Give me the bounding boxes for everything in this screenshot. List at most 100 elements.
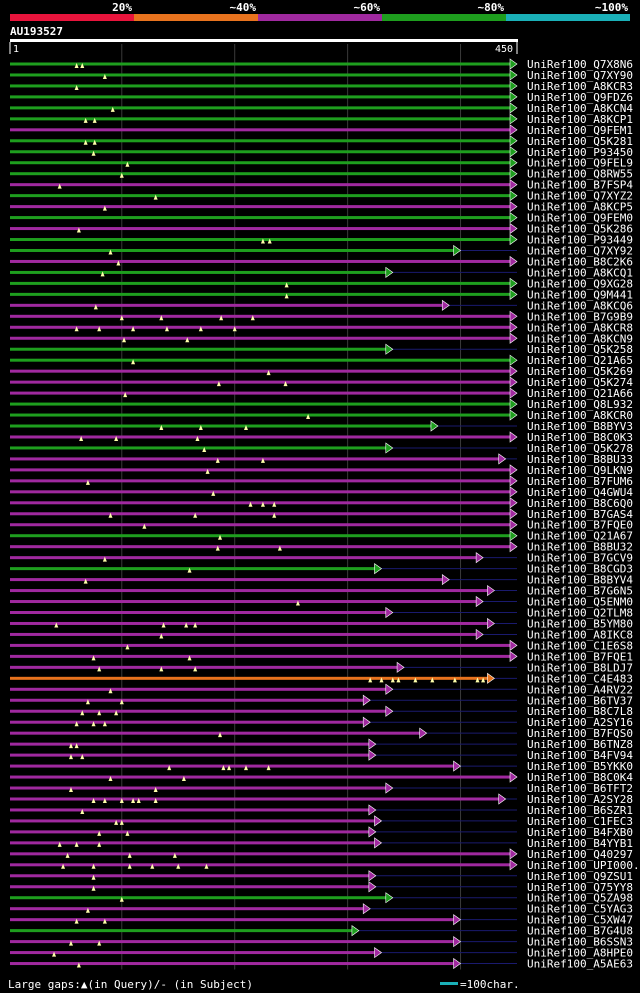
hit-bar[interactable] bbox=[10, 248, 455, 252]
hit-label[interactable]: UniRef100_C1FEC3 bbox=[527, 815, 633, 828]
hit-bar[interactable] bbox=[10, 292, 511, 296]
hit-bar[interactable] bbox=[10, 238, 511, 242]
hit-label[interactable]: UniRef100_A8KCN9 bbox=[527, 332, 633, 345]
hit-bar[interactable] bbox=[10, 665, 399, 669]
hit-bar[interactable] bbox=[10, 556, 478, 560]
hit-bar[interactable] bbox=[10, 259, 511, 263]
hit-bar[interactable] bbox=[10, 281, 511, 285]
hit-label[interactable]: UniRef100_B8CGD3 bbox=[527, 563, 633, 576]
hit-bar[interactable] bbox=[10, 885, 370, 889]
hit-row[interactable]: UniRef100_A2SY16 bbox=[10, 716, 633, 729]
hit-row[interactable]: UniRef100_B7FSP4 bbox=[10, 179, 633, 192]
hit-row[interactable]: UniRef100_A8KCQ6 bbox=[10, 299, 633, 312]
hit-label[interactable]: UniRef100_Q8RW55 bbox=[527, 168, 633, 181]
hit-row[interactable]: UniRef100_Q5K269 bbox=[10, 365, 633, 378]
hit-bar[interactable] bbox=[10, 62, 511, 66]
hit-bar[interactable] bbox=[10, 896, 387, 900]
hit-label[interactable]: UniRef100_B7FQE1 bbox=[527, 650, 633, 663]
hit-row[interactable]: UniRef100_B8BU32 bbox=[10, 541, 633, 554]
hit-label[interactable]: UniRef100_B5YM80 bbox=[527, 617, 633, 630]
hit-label[interactable]: UniRef100_A8KCQ6 bbox=[527, 299, 633, 312]
hit-label[interactable]: UniRef100_Q9FDZ6 bbox=[527, 91, 633, 104]
hit-label[interactable]: UniRef100_B8C6Q0 bbox=[527, 497, 633, 510]
hit-row[interactable]: UniRef100_Q5ZA98 bbox=[10, 892, 633, 905]
hit-label[interactable]: UniRef100_B7G6N5 bbox=[527, 585, 633, 598]
hit-row[interactable]: UniRef100_Q21A67 bbox=[10, 530, 633, 543]
hit-label[interactable]: UniRef100_Q40297 bbox=[527, 848, 633, 861]
hit-bar[interactable] bbox=[10, 413, 511, 417]
hit-row[interactable]: UniRef100_A5AE63 bbox=[10, 958, 633, 971]
hit-row[interactable]: UniRef100_Q9LKN9 bbox=[10, 464, 633, 477]
hit-label[interactable]: UniRef100_A8KCP1 bbox=[527, 113, 633, 126]
hit-row[interactable]: UniRef100_UPI000... bbox=[10, 859, 640, 872]
hit-row[interactable]: UniRef100_Q8L932 bbox=[10, 398, 633, 411]
hit-label[interactable]: UniRef100_Q9XG28 bbox=[527, 277, 633, 290]
hit-bar[interactable] bbox=[10, 709, 387, 713]
hit-label[interactable]: UniRef100_Q75YY8 bbox=[527, 881, 633, 894]
hit-label[interactable]: UniRef100_P93450 bbox=[527, 146, 633, 159]
hit-bar[interactable] bbox=[10, 501, 511, 505]
hit-label[interactable]: UniRef100_Q5K274 bbox=[527, 376, 633, 389]
hit-row[interactable]: UniRef100_Q9FEL9 bbox=[10, 157, 633, 170]
hit-row[interactable]: UniRef100_B4YYB1 bbox=[10, 837, 633, 850]
hit-bar[interactable] bbox=[10, 632, 478, 636]
hit-row[interactable]: UniRef100_Q5ENM0 bbox=[10, 596, 633, 609]
hit-label[interactable]: UniRef100_C1E6S8 bbox=[527, 639, 633, 652]
hit-label[interactable]: UniRef100_A8KCR3 bbox=[527, 80, 633, 93]
hit-bar[interactable] bbox=[10, 567, 376, 571]
hit-label[interactable]: UniRef100_B8BYV4 bbox=[527, 574, 633, 587]
hit-bar[interactable] bbox=[10, 424, 432, 428]
hit-bar[interactable] bbox=[10, 819, 376, 823]
hit-label[interactable]: UniRef100_B6TNZ8 bbox=[527, 738, 633, 751]
hit-row[interactable]: UniRef100_B4FV94 bbox=[10, 749, 633, 762]
hit-label[interactable]: UniRef100_Q5ZA98 bbox=[527, 892, 633, 905]
hit-label[interactable]: UniRef100_A8KCQ1 bbox=[527, 266, 633, 279]
hit-bar[interactable] bbox=[10, 742, 370, 746]
hit-bar[interactable] bbox=[10, 435, 511, 439]
hit-label[interactable]: UniRef100_Q9M441 bbox=[527, 288, 633, 301]
hit-row[interactable]: UniRef100_A8KCP1 bbox=[10, 113, 633, 126]
hit-bar[interactable] bbox=[10, 600, 478, 604]
hit-label[interactable]: UniRef100_Q5K269 bbox=[527, 365, 633, 378]
hit-label[interactable]: UniRef100_A8KCR8 bbox=[527, 321, 633, 334]
hit-label[interactable]: UniRef100_B4FXB0 bbox=[527, 826, 633, 839]
hit-bar[interactable] bbox=[10, 336, 511, 340]
hit-bar[interactable] bbox=[10, 940, 455, 944]
hit-bar[interactable] bbox=[10, 468, 511, 472]
hit-row[interactable]: UniRef100_Q4GWU4 bbox=[10, 486, 633, 499]
hit-bar[interactable] bbox=[10, 73, 511, 77]
hit-label[interactable]: UniRef100_Q21A67 bbox=[527, 530, 633, 543]
hit-row[interactable]: UniRef100_A8KCR8 bbox=[10, 321, 633, 334]
hit-row[interactable]: UniRef100_Q5K274 bbox=[10, 376, 633, 389]
hit-bar[interactable] bbox=[10, 325, 511, 329]
hit-row[interactable]: UniRef100_Q2TLM8 bbox=[10, 607, 633, 620]
hit-bar[interactable] bbox=[10, 731, 421, 735]
hit-label[interactable]: UniRef100_Q5K258 bbox=[527, 343, 633, 356]
hit-bar[interactable] bbox=[10, 720, 365, 724]
hit-bar[interactable] bbox=[10, 117, 511, 121]
hit-bar[interactable] bbox=[10, 446, 387, 450]
hit-bar[interactable] bbox=[10, 391, 511, 395]
hit-label[interactable]: UniRef100_Q9ZSU1 bbox=[527, 870, 633, 883]
hit-label[interactable]: UniRef100_A5AE63 bbox=[527, 958, 633, 971]
hit-bar[interactable] bbox=[10, 852, 511, 856]
hit-row[interactable]: UniRef100_B8BU33 bbox=[10, 453, 633, 466]
hit-label[interactable]: UniRef100_A4RV22 bbox=[527, 683, 633, 696]
hit-label[interactable]: UniRef100_Q8L932 bbox=[527, 398, 633, 411]
hit-row[interactable]: UniRef100_B6TFT2 bbox=[10, 782, 633, 795]
hit-row[interactable]: UniRef100_A8KCN4 bbox=[10, 102, 633, 115]
hit-row[interactable]: UniRef100_C5XW47 bbox=[10, 914, 633, 927]
hit-label[interactable]: UniRef100_Q7XY92 bbox=[527, 244, 633, 257]
hit-row[interactable]: UniRef100_B6SZR1 bbox=[10, 804, 633, 817]
hit-label[interactable]: UniRef100_B8C2K6 bbox=[527, 255, 633, 268]
hit-row[interactable]: UniRef100_Q9FEM1 bbox=[10, 124, 633, 137]
hit-row[interactable]: UniRef100_B7G9B9 bbox=[10, 310, 633, 323]
hit-row[interactable]: UniRef100_B8BYV4 bbox=[10, 574, 633, 587]
hit-label[interactable]: UniRef100_B8LDJ7 bbox=[527, 661, 633, 674]
hit-row[interactable]: UniRef100_C4E483 bbox=[10, 672, 633, 685]
hit-label[interactable]: UniRef100_A8KCP5 bbox=[527, 201, 633, 214]
hit-bar[interactable] bbox=[10, 490, 511, 494]
hit-row[interactable]: UniRef100_Q7XYZ2 bbox=[10, 190, 633, 203]
hit-row[interactable]: UniRef100_B8LDJ7 bbox=[10, 661, 633, 674]
hit-bar[interactable] bbox=[10, 150, 511, 154]
